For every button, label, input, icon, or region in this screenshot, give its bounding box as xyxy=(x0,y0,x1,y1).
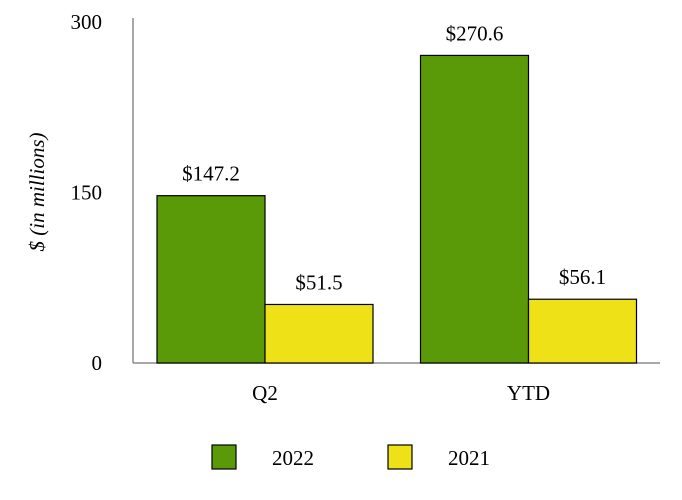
category-labels: Q2 YTD xyxy=(252,381,550,405)
category-label-Q2: Q2 xyxy=(252,381,278,405)
y-tick-label: 0 xyxy=(92,351,103,375)
legend-swatch-2022 xyxy=(211,444,237,470)
y-ticks: 0 150 300 xyxy=(71,10,103,375)
bar-2021-YTD xyxy=(527,298,638,364)
legend: 2022 2021 xyxy=(211,444,490,470)
legend-swatch-2021 xyxy=(387,444,413,470)
data-label: $147.2 xyxy=(182,162,240,186)
data-label: $56.1 xyxy=(559,265,606,289)
bar-2022-Q2 xyxy=(156,195,266,364)
y-axis-title: $ (in millions) xyxy=(25,132,49,251)
data-label: $51.5 xyxy=(295,270,342,294)
legend-label-2022: 2022 xyxy=(272,446,314,470)
y-tick-label: 150 xyxy=(71,181,103,205)
data-label: $270.6 xyxy=(446,21,504,45)
y-tick-label: 300 xyxy=(71,10,103,34)
bar-2022-YTD xyxy=(419,54,530,364)
data-labels: $147.2 $51.5 $270.6 $56.1 xyxy=(182,21,606,294)
bars xyxy=(156,54,638,364)
legend-label-2021: 2021 xyxy=(448,446,490,470)
category-label-YTD: YTD xyxy=(507,381,550,405)
bar-2021-Q2 xyxy=(264,303,374,364)
